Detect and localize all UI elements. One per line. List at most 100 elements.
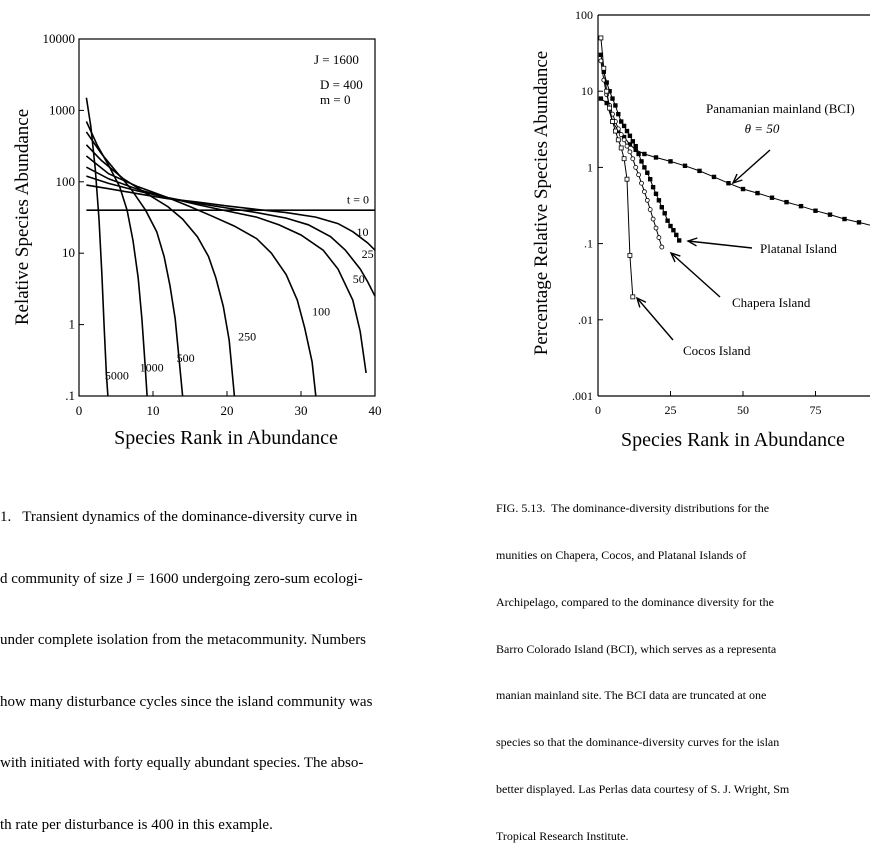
right-caption-line: munities on Chapera, Cocos, and Platanal…	[496, 547, 747, 562]
right-series-platanal-point	[648, 177, 653, 182]
left-y-tick-label: .1	[65, 388, 75, 403]
right-series-label: Platanal Island	[760, 241, 837, 256]
left-caption-line: d community of size J = 1600 undergoing …	[0, 570, 363, 587]
left-curve-label: 1000	[140, 361, 164, 375]
right-series-panamanian-point	[604, 100, 609, 106]
right-series-chapera-point	[642, 189, 647, 195]
right-label-arrow	[687, 240, 753, 249]
right-series-panamanian-point	[682, 163, 688, 168]
right-x-tick-label: 75	[810, 403, 822, 417]
left-caption-line: 1. Transient dynamics of the dominance-d…	[0, 509, 358, 525]
left-curve-5000	[85, 97, 109, 397]
left-y-tick-label: 100	[56, 174, 76, 189]
right-series-platanal-point	[627, 133, 633, 138]
right-series-panamanian-point	[642, 151, 647, 157]
right-label-arrow	[732, 149, 771, 184]
right-series-panamanian-point	[726, 181, 731, 186]
right-series-platanal-point	[650, 184, 656, 190]
left-caption-line: how many disturbance cycles since the is…	[0, 693, 373, 710]
left-caption-line: with initiated with forty equally abunda…	[0, 755, 364, 771]
right-caption-line: species so that the dominance-diversity …	[496, 735, 780, 750]
left-y-axis-label: Relative Species Abundance	[12, 109, 33, 325]
theta-label: θ = 50	[745, 121, 780, 136]
right-series-panamanian-point	[711, 174, 717, 180]
left-figure-caption: 1. Transient dynamics of the dominance-d…	[0, 466, 452, 856]
right-series-panamanian-point	[784, 199, 789, 205]
right-series-panamanian-point	[769, 195, 775, 200]
right-series-panamanian-point	[668, 159, 673, 164]
right-x-ticks: 0 25 50 75	[595, 391, 822, 417]
left-param-2: D = 400	[320, 77, 363, 92]
right-series-platanal-point	[610, 96, 615, 101]
right-series-platanal-line	[600, 54, 680, 241]
left-curve-10	[86, 184, 376, 251]
right-caption-line: manian mainland site. The BCI data are t…	[496, 688, 767, 703]
right-series-panamanian-point	[798, 203, 804, 209]
left-curve-label: 500	[177, 351, 195, 365]
right-series-labels: Panamanian mainland (BCI) Platanal Island…	[635, 101, 855, 358]
right-series-chapera-point	[653, 225, 659, 231]
right-series-platanal-point	[613, 103, 618, 108]
right-y-tick-label: 100	[575, 8, 593, 22]
right-series-cocos-point	[604, 88, 610, 94]
right-series-panamanian-point	[621, 134, 627, 140]
right-chart: 100 10 1 .1 .01 .001 0 25 50 75 Panamanian mainl…	[531, 8, 870, 451]
right-series-platanal-point	[653, 191, 659, 197]
left-x-tick-label: 40	[369, 403, 382, 418]
right-series-cocos-point	[630, 294, 636, 300]
right-series-label: Panamanian mainland (BCI)	[706, 101, 855, 116]
right-series-platanal-point	[642, 165, 647, 170]
left-y-ticks: 10000 1000 100 10 1 .1	[43, 31, 84, 403]
left-curve-label: t = 0	[347, 192, 369, 206]
right-series-chapera-point	[618, 132, 624, 137]
left-curve-250	[85, 144, 236, 397]
right-series-cocos-point	[598, 35, 604, 41]
right-label-arrowhead	[686, 237, 698, 247]
left-curve-25	[86, 175, 376, 297]
right-x-tick-label: 50	[737, 403, 749, 417]
left-x-tick-label: 10	[147, 403, 160, 418]
right-series-panamanian-point	[856, 220, 862, 225]
left-x-axis-label: Species Rank in Abundance	[114, 427, 338, 449]
left-curve-1000	[85, 121, 148, 397]
right-series-chapera-point	[636, 172, 641, 178]
right-figure-caption: FIG. 5.13. The dominance-diversity distr…	[496, 470, 870, 860]
right-series-panamanian-point	[755, 190, 760, 196]
left-curve-500	[85, 131, 184, 397]
left-chart: 10000 1000 100 10 1 .1 0 10 20 30 40 t = 0 10 25 50 1…	[12, 31, 382, 449]
right-caption-line: better displayed. Las Perlas data courte…	[496, 781, 790, 796]
right-series-chapera-point	[639, 180, 644, 186]
right-series-panamanian-point	[627, 142, 633, 147]
right-series-platanal-point	[674, 232, 679, 238]
left-x-tick-label: 20	[221, 403, 234, 418]
right-series-platanal-point	[619, 119, 624, 124]
right-series-cocos-point	[613, 128, 618, 134]
right-series-chapera-point	[630, 156, 636, 162]
right-series-platanal-point	[671, 227, 676, 233]
right-series-platanal-point	[677, 238, 682, 243]
right-series-chapera-point	[644, 197, 650, 203]
left-caption-line: th rate per disturbance is 400 in this e…	[0, 816, 273, 833]
left-y-tick-label: 10000	[43, 31, 76, 46]
right-x-tick-label: 0	[595, 403, 601, 417]
right-y-ticks: 100 10 1 .1 .01 .001	[572, 8, 603, 403]
left-curve-label: 5000	[105, 369, 129, 383]
right-label-arrowhead	[669, 251, 681, 263]
right-series-panamanian-point	[697, 168, 702, 174]
right-y-tick-label: 1	[587, 160, 593, 174]
right-series-platanal-point	[624, 128, 630, 134]
right-series-platanal-point	[621, 123, 627, 129]
left-x-tick-label: 30	[295, 403, 308, 418]
right-series-cocos-point	[615, 137, 621, 143]
left-series	[85, 97, 376, 397]
left-y-tick-label: 1	[69, 317, 76, 332]
left-y-tick-label: 10	[62, 245, 75, 260]
right-series-chapera-point	[598, 58, 604, 64]
right-series-panamanian-point	[633, 147, 638, 153]
right-series-panamanian-point	[740, 186, 746, 192]
right-series-platanal-point	[633, 143, 638, 149]
right-series-chapera-point	[647, 207, 653, 212]
right-series-cocos-point	[627, 253, 633, 258]
right-series-cocos-point	[607, 105, 612, 111]
